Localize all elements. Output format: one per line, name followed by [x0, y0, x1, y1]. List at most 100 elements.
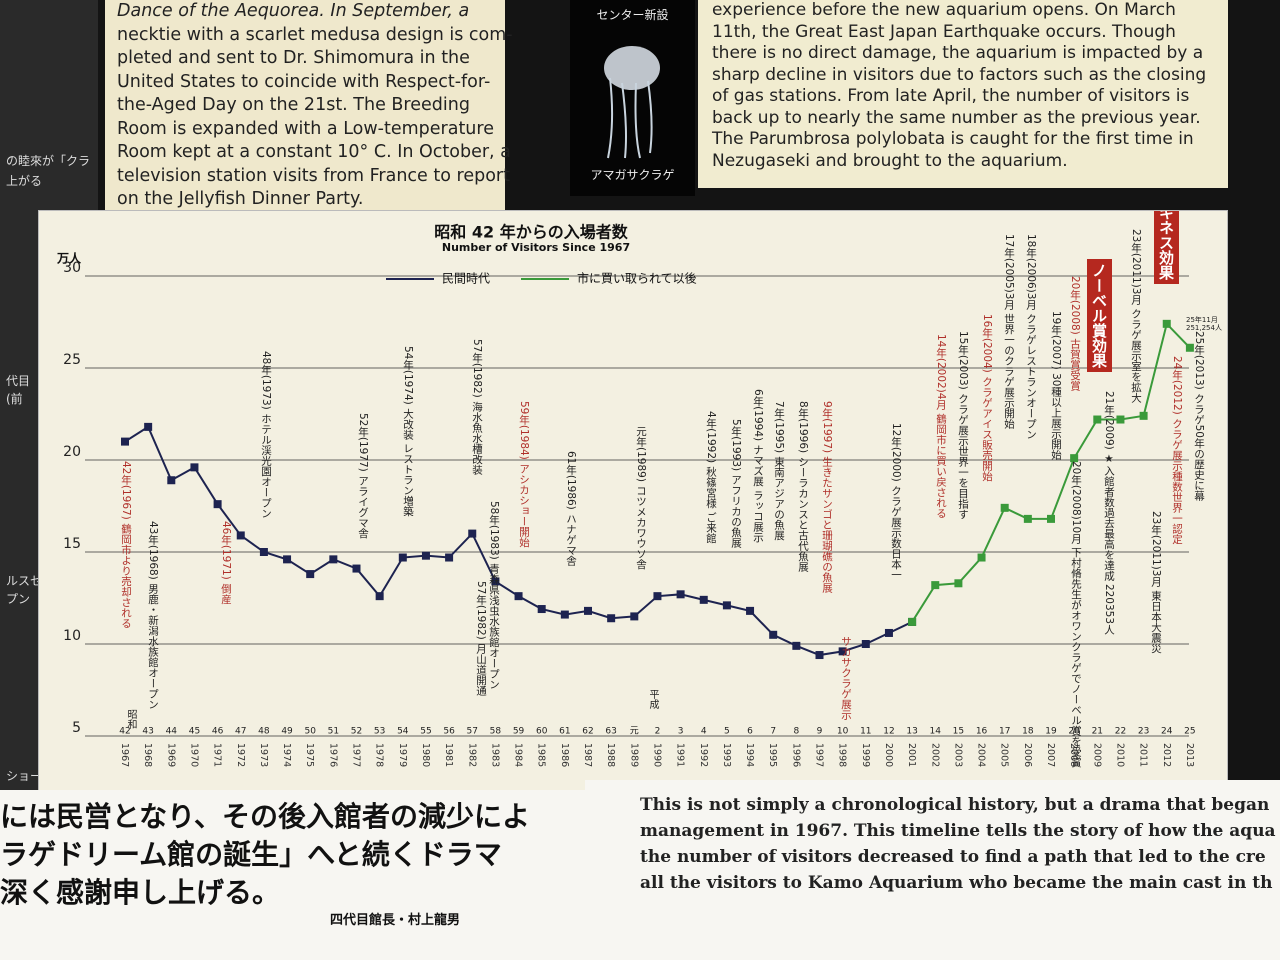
- closing-text-jp: には民営となり、その後入館者の減少によ ラゲドリーム館の誕生」へと続くドラマ 深く感…: [0, 790, 585, 960]
- data-point: [259, 548, 268, 556]
- annotation: 14年(2002)4月 鶴岡市に買い戻される: [935, 334, 947, 519]
- jellyfish-icon: [604, 46, 660, 159]
- data-point: [630, 612, 639, 621]
- annotation: 25年(2013) クラゲ50年の歴史に幕: [1193, 331, 1205, 501]
- x-tick-label: 2009: [1091, 743, 1103, 768]
- text-line: Room is expanded with a Low-temperature: [117, 118, 494, 139]
- x-era-label: 46: [212, 727, 224, 737]
- data-point: [306, 570, 315, 579]
- data-point: [236, 531, 245, 540]
- point-note: 25年11月 251,254人: [1186, 316, 1222, 332]
- x-era-label: 16: [976, 727, 988, 737]
- x-era-label: 3: [678, 727, 684, 737]
- x-era-label: 48: [258, 727, 270, 737]
- photo-caption: センター新設: [596, 8, 669, 22]
- x-tick-label: 1997: [813, 743, 825, 768]
- x-era-label: 59: [513, 727, 525, 737]
- annotation: 19年(2007) 30種以上展示開始: [1050, 311, 1062, 460]
- data-point: [283, 555, 292, 564]
- x-era-label: 4: [701, 727, 707, 737]
- data-point: [1116, 415, 1125, 424]
- data-point: [375, 592, 384, 601]
- annotation: 4年(1992) 秋篠宮様 ご来館: [705, 411, 717, 544]
- x-tick-label: 1989: [628, 743, 640, 768]
- x-era-label: 60: [536, 727, 548, 737]
- x-tick-label: 1973: [257, 743, 269, 768]
- text-line: of gas stations. From late April, the nu…: [712, 86, 1190, 106]
- x-tick-label: 1975: [304, 743, 316, 768]
- x-tick-label: 1986: [558, 743, 570, 768]
- x-tick-label: 1987: [582, 743, 593, 768]
- x-era-label: 45: [189, 727, 200, 737]
- data-point: [560, 610, 569, 619]
- text-line: Dance of the Aequorea. In September, a: [117, 1, 470, 21]
- x-tick-label: 1999: [859, 743, 871, 768]
- y-tick-label: 25: [63, 352, 81, 368]
- x-era-label: 54: [397, 727, 409, 737]
- x-tick-label: 2007: [1045, 743, 1056, 768]
- data-point: [213, 500, 222, 509]
- strip-text: プン: [6, 592, 31, 606]
- text-line: experience before the new aquarium opens…: [712, 0, 1176, 20]
- x-tick-label: 1992: [697, 743, 709, 768]
- data-point: [653, 592, 662, 601]
- strip-text: 上がる: [6, 174, 43, 188]
- data-point: [121, 437, 129, 446]
- data-point: [1047, 514, 1055, 523]
- x-tick-label: 2005: [998, 743, 1010, 768]
- text-line: This is not simply a chronological histo…: [640, 795, 1270, 815]
- annotation: 42年(1967) 鶴岡市より売却される: [120, 461, 132, 629]
- x-era-label: 53: [374, 727, 385, 737]
- x-era-label: 50: [304, 727, 316, 737]
- text-line: back up to nearly the same number as the…: [712, 107, 1201, 128]
- x-tick-label: 1988: [605, 743, 617, 768]
- data-point: [584, 606, 592, 615]
- annotation: 46年(1971) 倒産: [220, 521, 232, 605]
- text-line: television station visits from France to…: [117, 165, 510, 186]
- signature: 四代目館長・村上龍男: [330, 913, 461, 928]
- x-era-label: 14: [930, 727, 942, 737]
- annotation: 7年(1995) 東南アジアの魚展: [773, 401, 785, 541]
- data-point: [699, 595, 708, 604]
- x-tick-label: 1985: [535, 743, 547, 768]
- x-era-label: 49: [281, 727, 293, 737]
- x-era-label: 62: [582, 727, 593, 737]
- strip-text: 代目: [6, 374, 31, 388]
- text-line: all the visitors to Kamo Aquarium who be…: [640, 873, 1273, 893]
- x-tick-label: 1982: [466, 743, 478, 768]
- photo-caption: アマガサクラゲ: [590, 168, 675, 182]
- x-era-label: 7: [770, 727, 776, 737]
- annotation: サカサクラゲ展示: [840, 636, 852, 720]
- annotation: 57年(1982) 月山道開通: [475, 581, 487, 696]
- annotation: 24年(2012) クラゲ展示種数世界一認定: [1171, 356, 1183, 545]
- data-point: [468, 529, 477, 538]
- x-era-label: 18: [1022, 727, 1034, 737]
- text-line: United States to coincide with Respect-f…: [117, 71, 491, 92]
- data-point: [607, 614, 616, 623]
- x-era-label: 15: [953, 727, 964, 737]
- x-tick-label: 1981: [443, 743, 455, 768]
- x-era-label: 56: [443, 727, 455, 737]
- data-point: [352, 564, 361, 573]
- text-line: 深く感謝申し上げる。: [0, 876, 281, 909]
- annotation: 6年(1994) ナマズ展 ラッコ展示: [752, 389, 764, 543]
- x-tick-label: 2008: [1068, 743, 1080, 768]
- annotation: 58年(1983) 青森県浅虫水族館オープン: [488, 501, 500, 690]
- x-tick-label: 1991: [674, 743, 686, 768]
- data-point: [722, 601, 731, 610]
- annotation: 元年(1989) コツメカワウソ舎: [635, 426, 647, 570]
- data-point: [1093, 415, 1102, 424]
- annotation: 43年(1968) 男鹿・新潟水族館オープン: [147, 521, 159, 710]
- x-era-label: 20: [1068, 727, 1080, 737]
- jellyfish-photo: センター新設 アマガサクラゲ: [570, 0, 695, 196]
- text-line: necktie with a scarlet medusa design is …: [117, 24, 513, 45]
- x-tick-label: 1969: [165, 743, 177, 768]
- x-era-label: 25: [1184, 727, 1195, 737]
- x-era-label: 58: [490, 727, 502, 737]
- x-era-label: 21: [1092, 727, 1103, 737]
- x-tick-label: 1971: [211, 743, 223, 768]
- y-tick-label: 20: [63, 444, 81, 460]
- annotation: 17年(2005)3月 世界一のクラゲ展示開始: [1003, 234, 1015, 429]
- x-era-label: 47: [235, 727, 246, 737]
- closing-text-en: This is not simply a chronological histo…: [585, 780, 1280, 960]
